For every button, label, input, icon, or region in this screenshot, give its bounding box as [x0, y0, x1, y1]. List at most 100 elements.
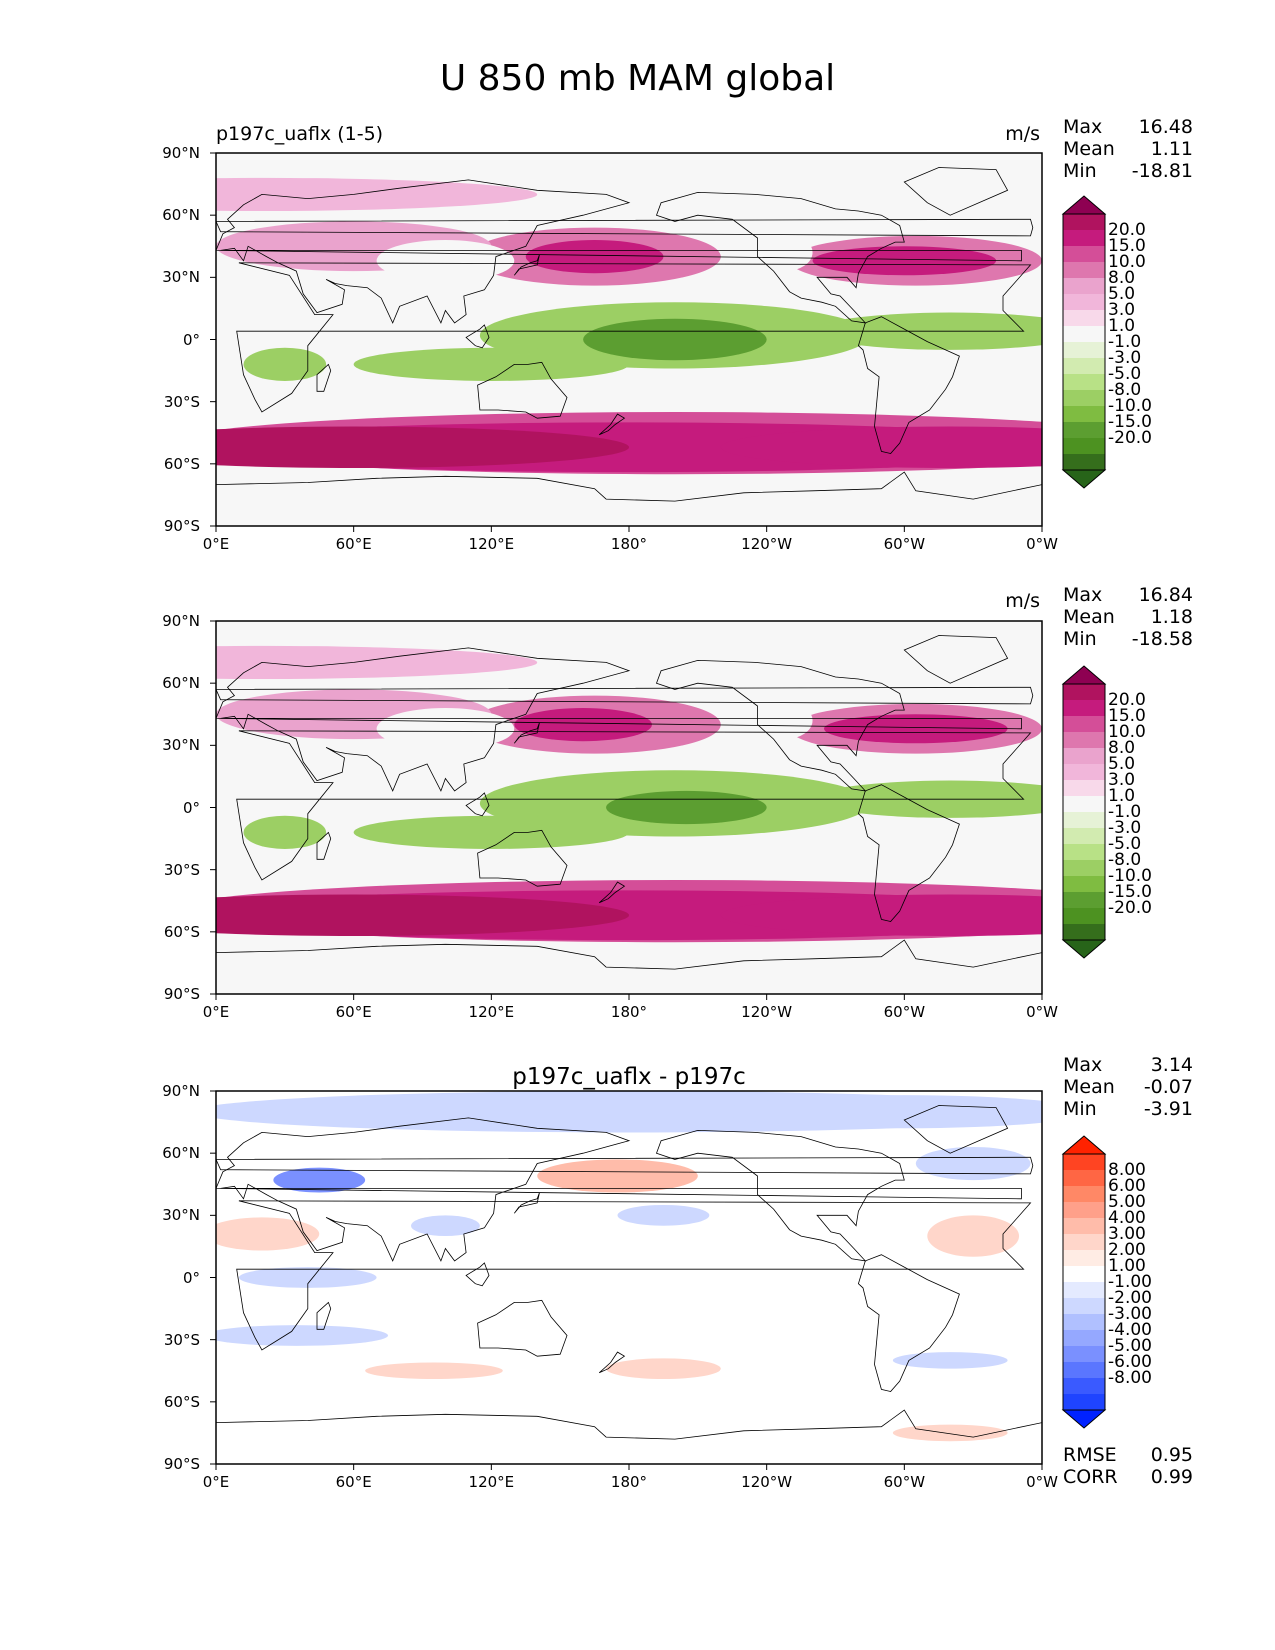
contour-region — [216, 426, 629, 468]
colorbar-tick-label: -15.0 — [1108, 412, 1152, 432]
colorbar-segment — [1063, 1378, 1105, 1394]
contour-region — [606, 1358, 721, 1380]
contour-region — [238, 1267, 377, 1288]
colorbar-segment — [1063, 1170, 1105, 1186]
y-tick-label: 30°N — [162, 1206, 200, 1225]
colorbar-frame — [1062, 683, 1106, 941]
contour-region — [720, 426, 1042, 468]
min-value: -18.81 — [1131, 160, 1193, 182]
coastline-africa — [236, 730, 1032, 881]
contour-region — [216, 488, 1042, 514]
colorbar-segment — [1063, 1314, 1105, 1330]
colorbar — [1061, 195, 1107, 489]
min-label: Min — [1063, 628, 1097, 650]
mean-label: Mean — [1063, 138, 1115, 160]
coastline-greenland — [903, 167, 1009, 216]
contour-region — [216, 1325, 389, 1346]
colorbar-tick-label: -20.0 — [1108, 428, 1152, 448]
colorbar-segment — [1063, 262, 1105, 278]
colorbar-segment — [1063, 1394, 1105, 1410]
contour-region — [514, 708, 652, 742]
coastline-nz — [598, 413, 626, 436]
coastline-greenland — [903, 1105, 1009, 1154]
colorbar-tick-label: 2.00 — [1108, 1240, 1146, 1260]
coastline-uk — [216, 686, 1034, 705]
coastlines — [216, 167, 1042, 526]
y-tick-label: 60°N — [162, 1144, 200, 1163]
coastline-uk — [216, 218, 1034, 237]
panel-1 — [210, 152, 1043, 532]
colorbar-segment — [1063, 1202, 1105, 1218]
y-tick-label: 90°N — [162, 1082, 200, 1100]
contour-region — [353, 347, 629, 381]
y-tick-label: 0° — [182, 1268, 200, 1287]
colorbar-segment — [1063, 700, 1105, 716]
contour-region — [216, 894, 629, 936]
mean-label: Mean — [1063, 1076, 1115, 1098]
colorbar-tick-label: 8.00 — [1108, 1160, 1146, 1180]
colorbar-segment — [1063, 374, 1105, 390]
coastline-madagascar — [316, 831, 332, 860]
panel-2 — [210, 620, 1043, 1000]
colorbar-extend-top — [1061, 195, 1107, 215]
colorbar-segment — [1063, 1362, 1105, 1378]
rmse-label: RMSE — [1063, 1444, 1117, 1466]
colorbar-segment — [1063, 796, 1105, 812]
colorbar-tick-label: 5.00 — [1108, 1192, 1146, 1212]
mean-value: 1.11 — [1150, 138, 1193, 160]
coastline-nz — [598, 881, 626, 904]
min-label: Min — [1063, 1098, 1097, 1120]
colorbar-segment — [1063, 892, 1105, 908]
x-tick-label: 0°W — [1026, 1003, 1058, 1021]
panel-3 — [210, 1090, 1043, 1470]
corr-label: CORR — [1063, 1466, 1118, 1488]
colorbar-segment — [1063, 876, 1105, 892]
colorbar-tick-label: -10.0 — [1108, 866, 1152, 886]
panel3-skill-stats: RMSE 0.95 CORR 0.99 — [1063, 1444, 1193, 1488]
colorbar-segment — [1063, 1154, 1105, 1170]
colorbar-segment — [1063, 358, 1105, 374]
colorbar-frame — [1062, 1153, 1106, 1411]
x-tick-label: 60°W — [883, 535, 926, 553]
x-tick-label: 120°E — [468, 1003, 515, 1021]
y-tick-label: 90°N — [162, 612, 200, 630]
colorbar-segment — [1063, 1266, 1105, 1282]
colorbar-segment — [1063, 1298, 1105, 1314]
colorbar-segment — [1063, 812, 1105, 828]
contour-region — [216, 1217, 320, 1251]
y-tick-label: 30°S — [163, 860, 200, 879]
colorbar-tick-label: -6.00 — [1108, 1352, 1152, 1372]
contour-region — [525, 240, 664, 274]
x-tick-label: 60°W — [883, 1473, 926, 1491]
contour-region — [273, 1167, 366, 1193]
colorbar-segment — [1063, 780, 1105, 796]
colorbar-tick-label: -8.00 — [1108, 1368, 1152, 1388]
coastline-borneo — [465, 1262, 490, 1287]
panel2-stats: Max 16.84 Mean 1.18 Min -18.58 — [1063, 584, 1193, 650]
contour-region — [824, 714, 1008, 744]
x-tick-label: 0°E — [202, 535, 230, 553]
coastline-eurasia — [216, 647, 1022, 792]
coastline-japan — [513, 254, 540, 276]
colorbar-segment — [1063, 422, 1105, 438]
colorbar-segment — [1063, 390, 1105, 406]
colorbar-tick-label: -8.0 — [1108, 850, 1142, 870]
colorbar-tick-label: 3.00 — [1108, 1224, 1146, 1244]
max-value: 16.48 — [1138, 116, 1193, 138]
colorbar-segment — [1063, 1282, 1105, 1298]
contour-region — [757, 233, 813, 272]
colorbar-tick-label: 1.00 — [1108, 1256, 1146, 1276]
y-tick-label: 30°S — [163, 1330, 200, 1349]
coastline-madagascar — [316, 363, 332, 392]
coastline-nz — [598, 1351, 626, 1374]
colorbar-segment — [1063, 1330, 1105, 1346]
panel3-title: p197c_uaflx - p197c — [512, 1064, 746, 1090]
contour-region — [243, 815, 327, 849]
x-tick-label: 0°W — [1026, 1473, 1058, 1491]
colorbar-tick-label: 20.0 — [1108, 690, 1146, 710]
contour-region — [411, 1215, 480, 1237]
contour-region — [216, 956, 1042, 982]
colorbar-extend-bottom — [1061, 1409, 1107, 1429]
contour-region — [757, 701, 813, 740]
colorbar-segment — [1063, 294, 1105, 310]
